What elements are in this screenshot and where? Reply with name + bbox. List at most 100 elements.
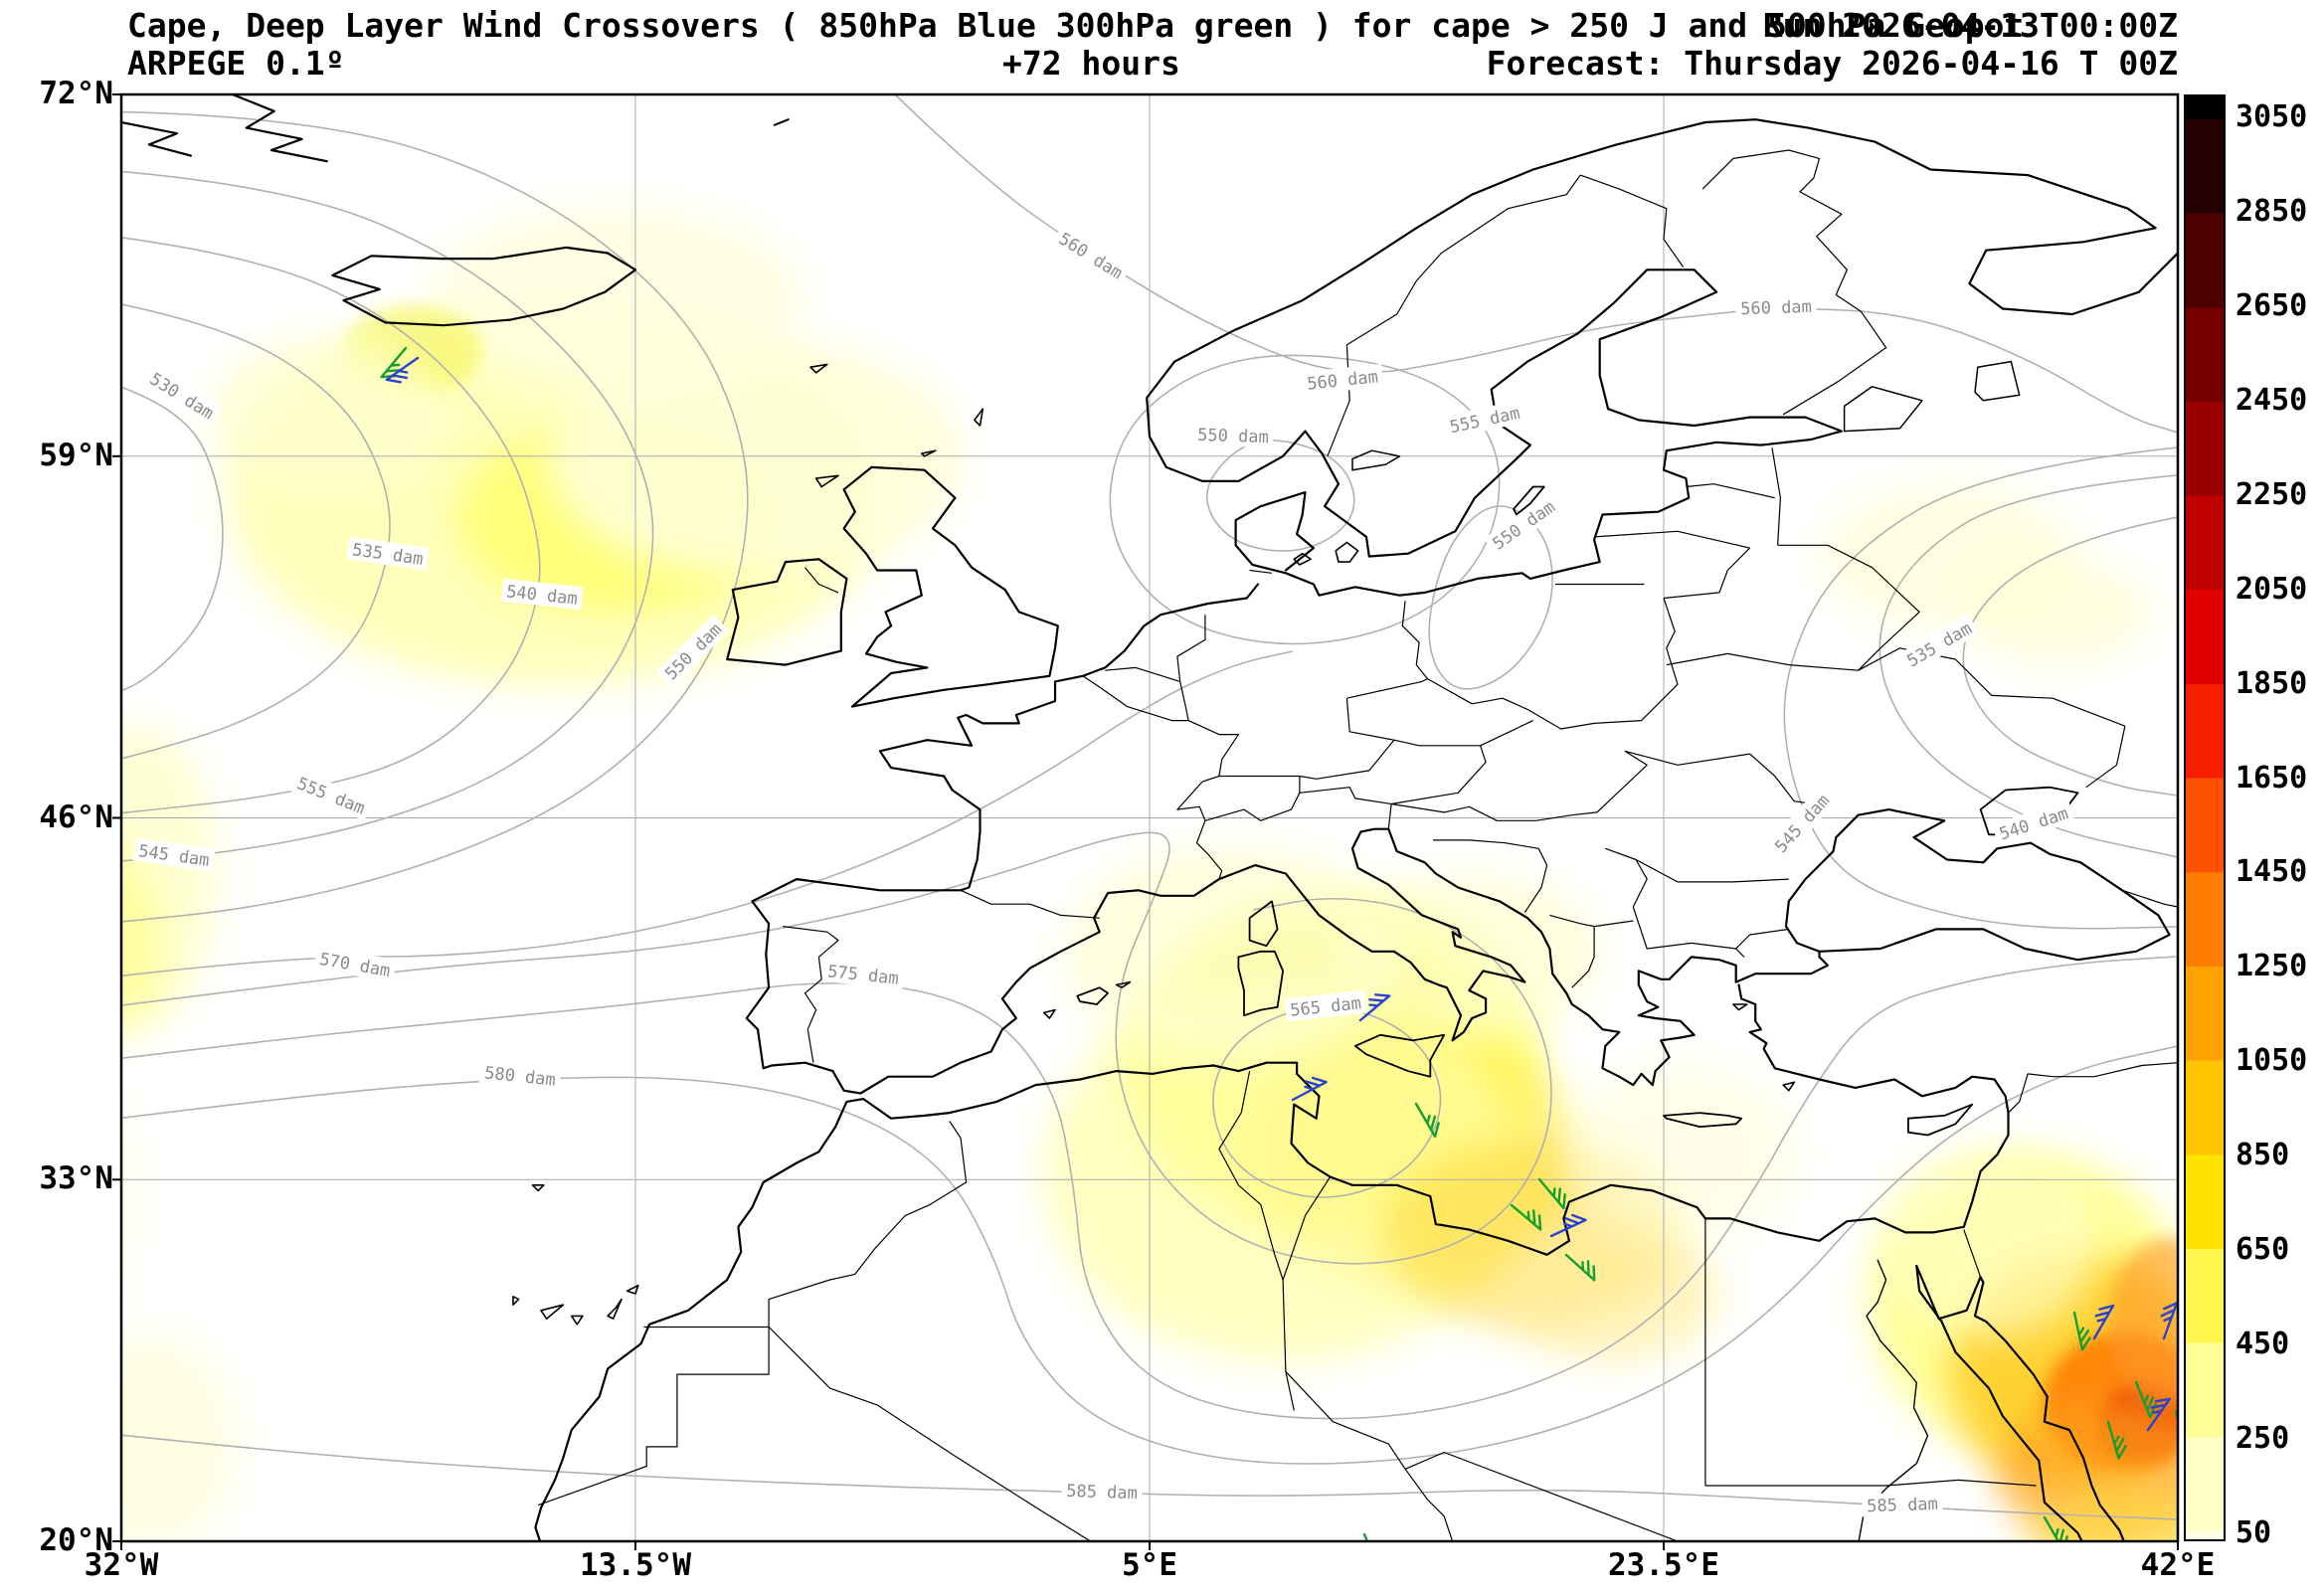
country-border <box>1701 149 1887 416</box>
contour-label: 550 dam <box>1484 491 1563 558</box>
greenland-coast-fragment <box>231 94 328 163</box>
iceland-coastline <box>331 246 637 327</box>
run-label: Run 2026-04-13T00:00Z <box>1762 6 2178 45</box>
svg-text:560 dam: 560 dam <box>1055 229 1126 283</box>
lanzarote-coastline <box>626 1284 639 1295</box>
colorbar-tick-label: 3050 <box>2235 99 2308 134</box>
geopotential-contour <box>121 1045 2178 1465</box>
cape-shade-blob <box>1561 1064 1800 1243</box>
country-border <box>1641 598 1679 722</box>
country-border <box>1285 1370 1445 1470</box>
lake-vanern-shoreline <box>1351 449 1401 471</box>
faroe-coastline <box>809 363 828 374</box>
grid-lines <box>121 94 2178 1541</box>
lat-tick-label: 33°N <box>39 1160 113 1197</box>
jan-mayen-coastline <box>773 118 790 126</box>
country-border <box>1594 530 1750 549</box>
country-border <box>1771 447 1781 546</box>
cape-shade-blob <box>121 1332 239 1541</box>
geopotential-contours <box>121 94 2178 1520</box>
colorbar-tick-label: 650 <box>2235 1232 2290 1268</box>
map-frame <box>112 92 2180 1550</box>
madeira-coastline <box>531 1184 545 1192</box>
gran-canaria-coastline <box>570 1315 584 1326</box>
country-border <box>1277 745 1487 805</box>
contour-label: 545 dam <box>1766 785 1838 861</box>
country-border <box>1427 678 1642 730</box>
cape-shade-blob <box>1502 1223 1720 1362</box>
country-border <box>1571 926 1595 988</box>
sicily-coastline <box>1353 1033 1446 1078</box>
country-borders <box>537 149 2178 1541</box>
anatolia-levant-north-africa-coastline <box>534 983 2010 1541</box>
country-border <box>2085 726 2126 789</box>
country-border <box>768 1327 1092 1541</box>
lake-onega-shoreline <box>1974 360 2021 402</box>
lat-tick-label: 59°N <box>39 437 113 473</box>
country-border <box>1777 544 1920 671</box>
cape-shade-blob <box>2108 1238 2178 1407</box>
country-border <box>1443 1451 1679 1541</box>
geopotential-contour <box>1212 1006 1442 1198</box>
geopotential-contour <box>121 170 654 862</box>
svg-text:540 dam: 540 dam <box>1997 803 2070 844</box>
country-border <box>1274 1254 1295 1411</box>
wind-barb-850hpa <box>1549 1213 1587 1238</box>
geopotential-contour <box>121 1434 2178 1520</box>
cape-shade-blob <box>1964 557 2153 666</box>
sinai-arabia-coastline <box>1915 1264 2125 1541</box>
contour-label: 580 dam <box>478 1059 562 1092</box>
geopotential-contour <box>1783 446 2178 930</box>
cape-shade-blob <box>121 851 166 1038</box>
colorbar-tick-label: 1850 <box>2235 665 2308 701</box>
lat-tick-label: 20°N <box>39 1522 113 1558</box>
contour-label: 555 dam <box>289 769 373 821</box>
wind-barb-850hpa <box>1291 1076 1328 1102</box>
corsica-coastline <box>1248 900 1279 948</box>
crete-coastline <box>1663 1112 1743 1128</box>
geopotential-contour <box>1962 516 2178 797</box>
svg-text:555 dam: 555 dam <box>294 774 368 818</box>
svg-text:545 dam: 545 dam <box>1771 791 1834 857</box>
country-border <box>1249 569 1273 574</box>
forecast-step-label: +72 hours <box>1002 44 1180 83</box>
contour-label: 530 dam <box>141 364 223 427</box>
wind-barb-300hpa <box>1362 1532 1369 1541</box>
contour-label: 585 dam <box>1061 1478 1143 1505</box>
colorbar-tick-label: 2450 <box>2235 382 2308 418</box>
country-border <box>1666 647 2126 727</box>
baltic-coastline <box>1164 268 1843 597</box>
cyprus-coastline <box>1907 1103 1974 1137</box>
black-sea-coastline <box>1784 808 2171 962</box>
cape-shade-blob <box>428 204 805 393</box>
jutland-coastline <box>1234 491 1315 575</box>
cape-shade-blob <box>121 1105 134 1282</box>
wind-barb-300hpa <box>1414 1102 1440 1139</box>
valid-time-label: Forecast: Thursday 2026-04-16 T 00Z <box>1486 44 2178 83</box>
country-border <box>1535 750 1648 821</box>
colorbar-tick-label: 2050 <box>2235 571 2308 607</box>
wind-barb-850hpa <box>2146 1397 2171 1432</box>
greenland-coast-fragment <box>121 120 192 157</box>
contour-label: 575 dam <box>821 958 905 990</box>
geopotential-contour <box>121 386 224 692</box>
gotland-coastline <box>1513 485 1545 516</box>
wind-barb-300hpa <box>1537 1177 1566 1210</box>
country-border <box>1401 601 1428 679</box>
great-britain-coastline <box>842 465 1059 708</box>
sardinia-coastline <box>1237 950 1284 1017</box>
lake-ladoga-shoreline <box>1843 386 1923 433</box>
wind-barb-850hpa <box>2092 1304 2115 1340</box>
colorbar-tick-label: 450 <box>2235 1327 2290 1362</box>
country-border <box>537 1327 770 1506</box>
coastlines <box>121 94 2178 1541</box>
contour-label: 560 dam <box>1735 293 1817 320</box>
contour-label: 550 dam <box>1192 422 1274 448</box>
country-border <box>1963 1229 1982 1278</box>
tenerife-coastline <box>540 1304 565 1320</box>
country-border <box>1605 847 1789 883</box>
country-border <box>1579 174 1685 267</box>
country-border <box>783 926 839 1063</box>
